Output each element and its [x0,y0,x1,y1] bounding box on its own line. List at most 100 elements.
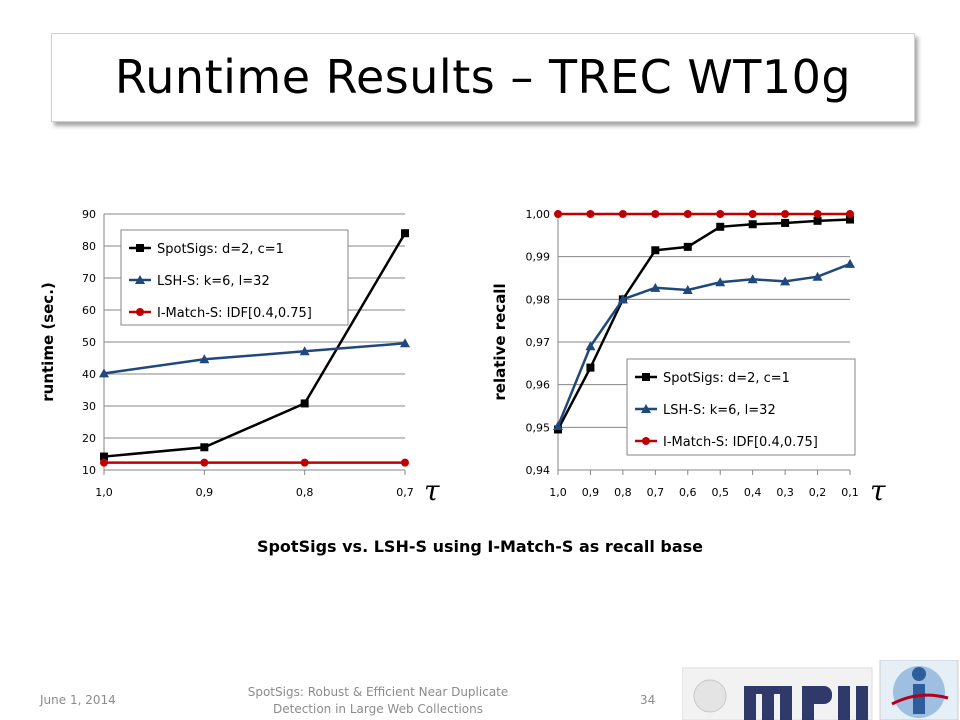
series [554,215,854,434]
legend-label: SpotSigs: d=2, c=1 [157,242,284,257]
y-tick-label: 0,96 [526,379,551,392]
legend-label: LSH-S: k=6, l=32 [663,403,776,418]
series [100,229,409,461]
page-number: 34 [640,693,656,707]
series-line [556,218,851,431]
data-point [401,458,409,467]
recall-chart: relative recall 0,94 0,95 0,96 0,97 0,98 0,99 1… [491,208,859,499]
data-point [300,458,309,467]
y-tick-label: 1,00 [526,208,551,221]
data-point [845,258,855,268]
y-tick-label: 70 [82,272,96,285]
data-point [200,443,209,452]
data-point [650,282,661,292]
runtime-chart: runtime (sec.) 10 20 30 40 50 60 70 80 90 1,0 0,9 0,… [39,208,414,499]
data-point [586,363,595,372]
data-point [748,210,757,218]
data-point [715,277,726,287]
data-point [618,210,627,218]
data-point [846,215,854,224]
data-point [780,276,791,286]
data-point [401,229,409,238]
x-tick-label: 0,7 [647,486,665,499]
data-point [99,368,109,378]
legend-marker [136,244,144,252]
legend-marker [642,373,650,381]
data-point [812,271,823,281]
series-line [556,262,851,427]
y-tick-label: 0,94 [526,464,551,477]
y-axis-label: relative recall [491,283,509,400]
x-tick-label: 0,6 [679,486,697,499]
data-point [553,421,563,431]
legend-label: I-Match-S: IDF[0.4,0.75] [157,306,312,321]
y-tick-label: 0,99 [526,251,551,264]
series-line [103,232,407,458]
data-point [554,210,562,218]
data-point [651,210,660,218]
y-tick-label: 60 [82,304,96,317]
y-tick-label: 90 [82,208,96,221]
x-tick-label: 0,2 [809,486,827,499]
data-point [200,458,209,467]
y-tick-label: 10 [82,464,96,477]
data-point [846,210,854,218]
data-point [716,210,725,218]
data-point [199,354,210,364]
y-tick-label: 30 [82,400,96,413]
footer-title: SpotSigs: Robust & Efficient Near Duplic… [247,685,509,716]
data-point [300,399,309,408]
x-tick-label: 0,1 [841,486,859,499]
tau-symbol-right: τ [870,474,886,507]
y-tick-label: 0,98 [526,293,551,306]
data-point [299,346,310,356]
data-point [813,210,822,218]
data-point [585,341,596,351]
legend-label: I-Match-S: IDF[0.4,0.75] [663,435,818,450]
data-point [617,294,628,304]
x-tick-label: 1,0 [549,486,567,499]
x-tick-label: 0,3 [776,486,794,499]
footer-date: June 1, 2014 [40,693,116,707]
stanford-infolab-logo [879,660,959,720]
y-tick-label: 40 [82,368,96,381]
legend-label: SpotSigs: d=2, c=1 [663,371,790,386]
legend-box [626,358,856,456]
x-tick-label: 0,8 [614,486,632,499]
mpii-logo [682,667,873,720]
y-tick-label: 20 [82,432,96,445]
tau-symbol-left: τ [424,474,440,507]
y-tick-label: 0,95 [526,421,551,434]
legend-label: LSH-S: k=6, l=32 [157,274,270,289]
y-tick-label: 50 [82,336,96,349]
series-line [103,342,406,375]
x-tick-label: 0,9 [196,486,214,499]
title-box: Runtime Results – TREC WT10g [51,33,915,122]
series [99,338,410,378]
data-point [813,216,822,225]
legend-marker [641,404,651,413]
data-point [586,210,595,218]
x-tick-label: 0,8 [296,486,314,499]
legend: SpotSigs: d=2, c=1 LSH-S: k=6, l=32 I-Matc… [120,229,349,326]
series [100,458,409,467]
x-tick-label: 0,5 [711,486,729,499]
data-point [682,284,693,294]
slide-title: Runtime Results – TREC WT10g [114,50,852,104]
x-tick-label: 0,9 [582,486,600,499]
series [553,258,855,431]
x-tick-label: 0,4 [744,486,762,499]
series [554,210,854,218]
legend-marker [642,437,650,445]
data-point [683,242,692,251]
y-tick-label: 0,97 [526,336,551,349]
y-axis-label: runtime (sec.) [39,282,57,402]
data-point [100,452,108,461]
legend: SpotSigs: d=2, c=1 LSH-S: k=6, l=32 I-Matc… [626,358,856,456]
logos [682,660,959,720]
data-point [781,218,790,227]
data-point [400,338,410,348]
x-tick-label: 1,0 [95,486,113,499]
data-point [748,220,757,229]
data-point [651,246,660,255]
